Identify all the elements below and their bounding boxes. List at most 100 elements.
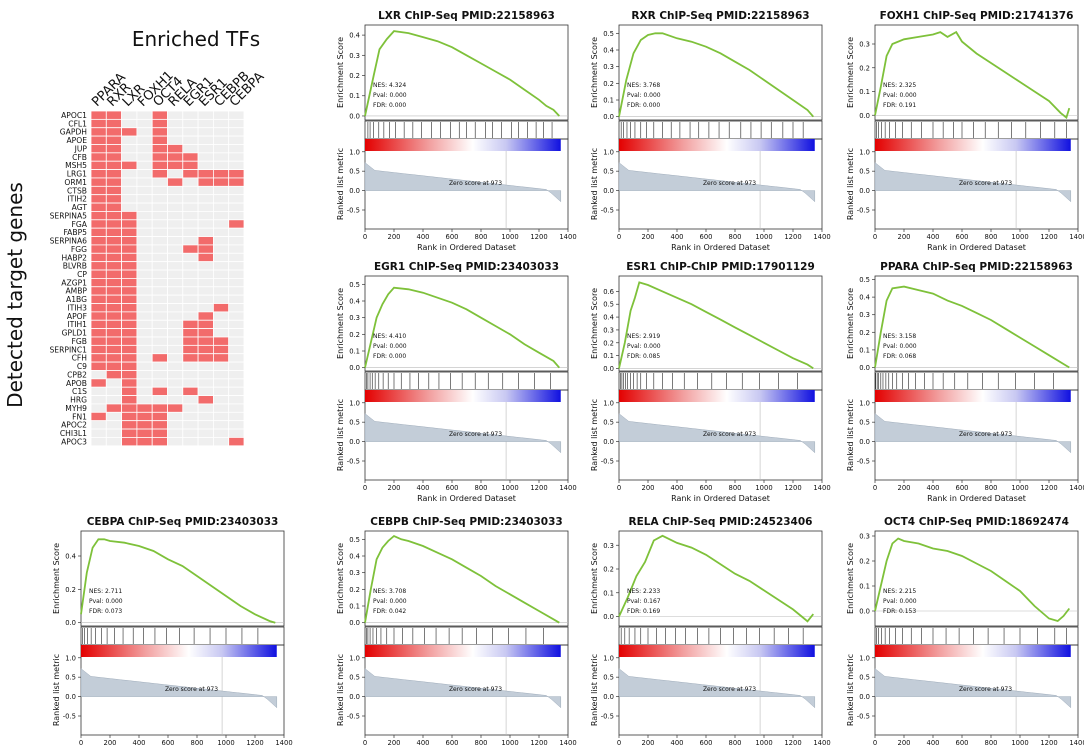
- metric-y-tick-label: 1.0: [603, 399, 614, 407]
- x-tick-label: 1000: [755, 739, 772, 747]
- x-tick-label: 0: [617, 739, 621, 747]
- heatmap-cell: [228, 202, 245, 212]
- heatmap-cell: [90, 135, 107, 145]
- ranked-color-bar: [875, 645, 1071, 657]
- heatmap-cell: [151, 227, 168, 237]
- es-y-tick-label: 0.0: [349, 112, 360, 120]
- es-y-tick-label: 0.2: [603, 566, 614, 574]
- gsea-stat-text: NES: 2.711: [89, 588, 122, 595]
- heatmap-row-label: CFH: [72, 354, 87, 363]
- x-tick-label: 1200: [530, 484, 547, 492]
- x-tick-label: 1000: [501, 739, 518, 747]
- enrichment-axes-frame: [874, 275, 1079, 372]
- heatmap-cell: [105, 261, 123, 271]
- heatmap-cell: [121, 395, 138, 405]
- x-axis-label: Rank in Ordered Dataset: [417, 243, 516, 252]
- heatmap-cell: [228, 144, 245, 154]
- es-y-tick-label: 0.4: [603, 47, 614, 55]
- heatmap-cell: [197, 194, 214, 204]
- x-axis-label: Rank in Ordered Dataset: [927, 243, 1026, 252]
- heatmap-cell: [182, 211, 199, 221]
- heatmap-cell: [197, 202, 214, 212]
- x-tick-label: 400: [671, 739, 684, 747]
- x-tick-label: 1000: [1011, 233, 1028, 241]
- x-tick-label: 0: [873, 233, 877, 241]
- x-tick-label: 0: [363, 484, 367, 492]
- heatmap-cell: [121, 211, 138, 221]
- x-tick-label: 800: [729, 233, 742, 241]
- heatmap-row-label: GAPDH: [60, 128, 87, 137]
- heatmap-cell: [105, 152, 123, 162]
- x-tick-label: 1000: [1011, 739, 1028, 747]
- heatmap-cell: [212, 336, 230, 346]
- gsea-panel-title: EGR1 ChIP-Seq PMID:23403033: [374, 261, 559, 273]
- heatmap-cell: [212, 353, 230, 363]
- heatmap-cell: [228, 211, 245, 221]
- heatmap-cell: [197, 411, 214, 422]
- heatmap-cell: [136, 202, 153, 212]
- heatmap-row-label: APOE: [66, 136, 87, 145]
- heatmap-cell: [182, 403, 199, 413]
- heatmap-cell: [136, 118, 153, 129]
- heatmap-cell: [212, 403, 230, 413]
- heatmap-cell: [105, 236, 123, 246]
- heatmap-cell: [151, 428, 168, 438]
- heatmap-cell: [167, 144, 184, 154]
- gsea-panel: PPARA ChIP-Seq PMID:22158963 0.0 0.1 0.2 0.3…: [846, 261, 1084, 503]
- heatmap-cell: [212, 211, 230, 221]
- x-tick-label: 1200: [530, 739, 547, 747]
- heatmap-cell: [228, 227, 245, 237]
- x-tick-label: 1400: [275, 739, 292, 747]
- heatmap-cell: [121, 252, 138, 263]
- es-y-tick-label: 0.2: [349, 72, 360, 80]
- x-tick-label: 400: [417, 739, 430, 747]
- heatmap-row-label: FGB: [72, 337, 87, 346]
- metric-y-tick-label: 0.0: [349, 438, 360, 446]
- heatmap-cell: [151, 403, 168, 413]
- enrichment-score-line: [874, 30, 1071, 120]
- heatmap-cell: [121, 437, 138, 447]
- heatmap-cell: [228, 269, 245, 279]
- heatmap-cell: [228, 437, 245, 447]
- heatmap-cell: [151, 344, 168, 355]
- enrichment-axes-frame: [618, 24, 823, 121]
- heatmap-cell: [212, 311, 230, 321]
- heatmap-cell: [90, 378, 107, 388]
- heatmap-cell: [105, 144, 123, 154]
- gsea-stat-text: Pval: 0.000: [883, 598, 917, 605]
- es-y-tick-label: 0.4: [603, 314, 614, 322]
- es-y-tick-label: 0.4: [349, 553, 360, 561]
- x-tick-label: 1200: [1040, 233, 1057, 241]
- x-tick-label: 200: [642, 484, 655, 492]
- enrichment-axes-frame: [364, 530, 569, 627]
- metric-y-tick-label: -0.5: [857, 207, 870, 215]
- x-tick-label: 0: [873, 739, 877, 747]
- heatmap-row-label: SERPINA5: [50, 211, 88, 220]
- es-y-tick-label: 0.4: [859, 294, 870, 302]
- es-y-axis-label: Enrichment Score: [52, 543, 61, 614]
- heatmap-cell: [121, 294, 138, 304]
- heatmap-cell: [182, 311, 199, 321]
- heatmap-cell: [182, 169, 199, 179]
- heatmap-cell: [90, 236, 107, 246]
- heatmap-cell: [105, 411, 123, 422]
- x-tick-label: 400: [927, 739, 940, 747]
- es-y-tick-label: 0.3: [349, 314, 360, 322]
- heatmap-cell: [182, 244, 199, 254]
- x-tick-label: 400: [671, 233, 684, 241]
- heatmap-cell: [105, 361, 123, 371]
- es-y-tick-label: 0.0: [859, 364, 870, 372]
- heatmap-cell: [167, 311, 184, 321]
- es-y-tick-label: 0.0: [349, 619, 360, 627]
- heatmap-cell: [121, 118, 138, 129]
- x-tick-label: 1200: [1040, 484, 1057, 492]
- es-y-axis-label: Enrichment Score: [590, 288, 599, 359]
- zero-score-label: Zero score at 973: [703, 686, 756, 693]
- heatmap-cell: [121, 386, 138, 396]
- metric-y-tick-label: 0.0: [65, 693, 76, 701]
- es-y-tick-label: 0.5: [859, 276, 870, 284]
- heatmap-cell: [136, 303, 153, 313]
- heatmap-cell: [212, 127, 230, 137]
- gsea-stat-text: Pval: 0.000: [89, 598, 123, 605]
- heatmap-cell: [105, 336, 123, 346]
